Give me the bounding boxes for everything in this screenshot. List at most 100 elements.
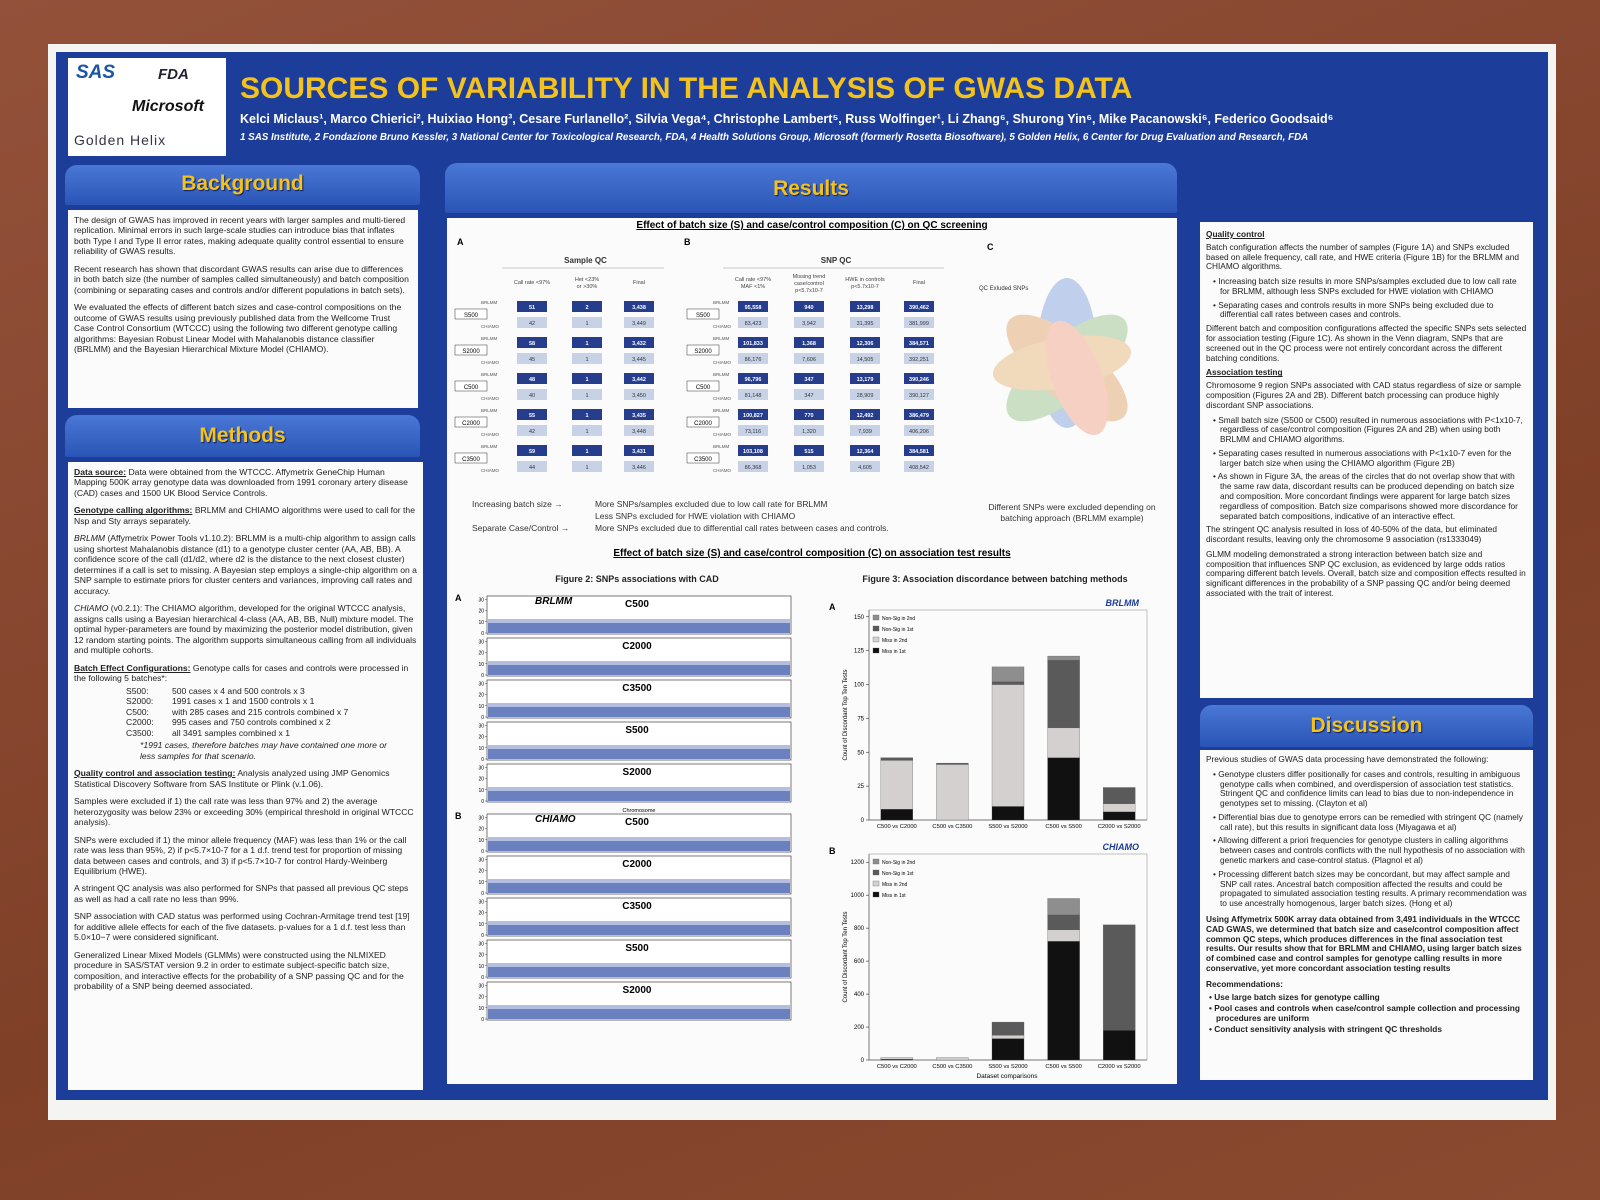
y-tick-label: 1000 [851,893,865,899]
batch-label: S2000 [462,349,480,355]
cell-value: 1 [585,357,588,363]
cell-value: 1 [585,465,588,471]
batch-label: C3500 [622,901,652,912]
cell-value: 13,298 [857,305,874,311]
cell-chiamo [904,317,934,328]
y-tick-label: 30 [478,899,484,905]
bar-segment [936,764,969,821]
batch-box [686,380,720,392]
figure-title: Figure 3: Association discordance betwee… [862,574,1127,584]
paragraph: Batch Effect Configurations: Genotype ca… [74,663,417,684]
footnote: *1991 cases, therefore batches may have … [140,740,387,761]
cell-value: 3,448 [632,429,646,435]
bar-segment [1047,727,1080,758]
cell-value: 83,423 [745,321,762,327]
column-header: Final [633,280,645,286]
cell-brlmm [517,337,547,348]
batch-row: C2000: 995 cases and 750 controls combine… [126,717,417,727]
bar-segment [1047,659,1080,729]
y-tick-label: 0 [481,715,484,721]
baseline-band [488,841,790,851]
cell-chiamo [794,461,824,472]
batch-desc: with 285 cases and 215 controls combined… [172,706,349,717]
bullet: • Processing different batch sizes may b… [1213,868,1527,909]
legend-label: Miss in 2nd [882,882,908,888]
bar-segment [991,666,1025,682]
logo-box: SAS FDA Microsoft Golden Helix [68,58,226,156]
methods-text: Data source: Data were obtained from the… [68,462,423,1090]
cell-chiamo [850,461,880,472]
cell-value: 96,796 [745,377,762,383]
cell-chiamo [624,425,654,436]
cell-chiamo [624,317,654,328]
bullet: • Genotype clusters differ positionally … [1213,768,1521,809]
y-tick-label: 0 [481,673,484,679]
cell-chiamo [572,461,602,472]
paragraph: Samples were excluded if 1) the call rat… [74,796,417,827]
method-label: BRLMM [481,444,498,449]
cell-value: 12,306 [857,341,874,347]
cell-brlmm [904,445,934,456]
y-axis-label: Count of Discordant Top Ten Tests [843,911,849,1002]
batch-label: S500 [625,943,649,954]
panel-letter: A [829,602,836,612]
cell-value: 101,833 [743,341,763,347]
logo: Microsoft [132,98,204,115]
paragraph: Using Affymetrix 500K array data obtaine… [1206,913,1522,973]
findings-text: Quality control Batch configuration affec… [1200,222,1533,698]
cell-brlmm [794,373,824,384]
cell-value: 386,479 [909,413,929,419]
bullet: • Use large batch sizes for genotype cal… [1209,992,1380,1003]
cell-chiamo [850,425,880,436]
method-label: CHIAMO [481,360,499,365]
legend-label: Miss in 2nd [882,638,908,644]
y-tick-label: 30 [478,815,484,821]
method-label: CHIAMO [481,468,499,473]
x-axis-label: Dataset comparisons [976,1073,1038,1080]
cell-value: 3,431 [632,449,646,455]
cell-value: 31,395 [857,321,874,327]
legend-swatch [872,880,880,887]
cell-value: 1 [585,413,588,419]
y-tick-label: 600 [854,959,865,965]
bullet: • Small batch size (S500 or C500) result… [1213,414,1523,445]
cell-value: 347 [804,377,813,383]
batch-desc: 500 cases x 4 and 500 controls x 3 [172,685,305,696]
section-title: Effect of batch size (S) and case/contro… [613,548,1011,559]
cell-brlmm [624,409,654,420]
cell-brlmm [572,373,602,384]
cell-brlmm [624,445,654,456]
paragraph: The stringent QC analysis resulted in lo… [1206,524,1498,545]
note-text: More SNPs excluded due to differential c… [595,523,889,533]
logo: SAS [76,62,116,83]
cell-value: 1 [585,377,588,383]
paragraph-text: Genotype calls for cases and controls we… [74,662,409,684]
panel-letter: C [987,242,994,252]
paragraph-text: (Affymetrix Power Tools v1.10.2): BRLMM … [74,533,417,596]
y-tick-label: 0 [481,1017,484,1023]
bar-segment [991,1035,1025,1039]
column-header: MAF <1% [741,284,765,290]
cell-value: 515 [804,449,813,455]
paragraph-text: Data were obtained from the WTCCC. Affym… [74,467,408,498]
cell-value: 406,206 [909,429,929,435]
cell-value: 12,364 [857,449,875,455]
batch-box [686,452,720,464]
cell-value: 390,462 [909,305,929,311]
table-title: Sample QC [564,256,607,265]
section-heading: Discussion [1200,705,1533,747]
bar-segment [1047,941,1080,1061]
venn-title: QC Exluded SNPs [979,286,1028,292]
batch-box [454,452,488,464]
cell-chiamo [738,353,768,364]
cell-value: 58 [529,341,535,347]
x-tick-label: C500 vs S500 [1045,824,1081,830]
cell-value: 14,505 [857,357,874,363]
y-tick-label: 800 [854,926,865,932]
cell-value: 392,251 [909,357,929,363]
bar-segment [991,681,1025,685]
column-header: Call rate <97% [514,280,550,286]
y-tick-label: 20 [478,953,484,959]
bullet: • Differential bias due to genotype erro… [1213,811,1523,832]
y-tick-label: 10 [478,964,484,970]
